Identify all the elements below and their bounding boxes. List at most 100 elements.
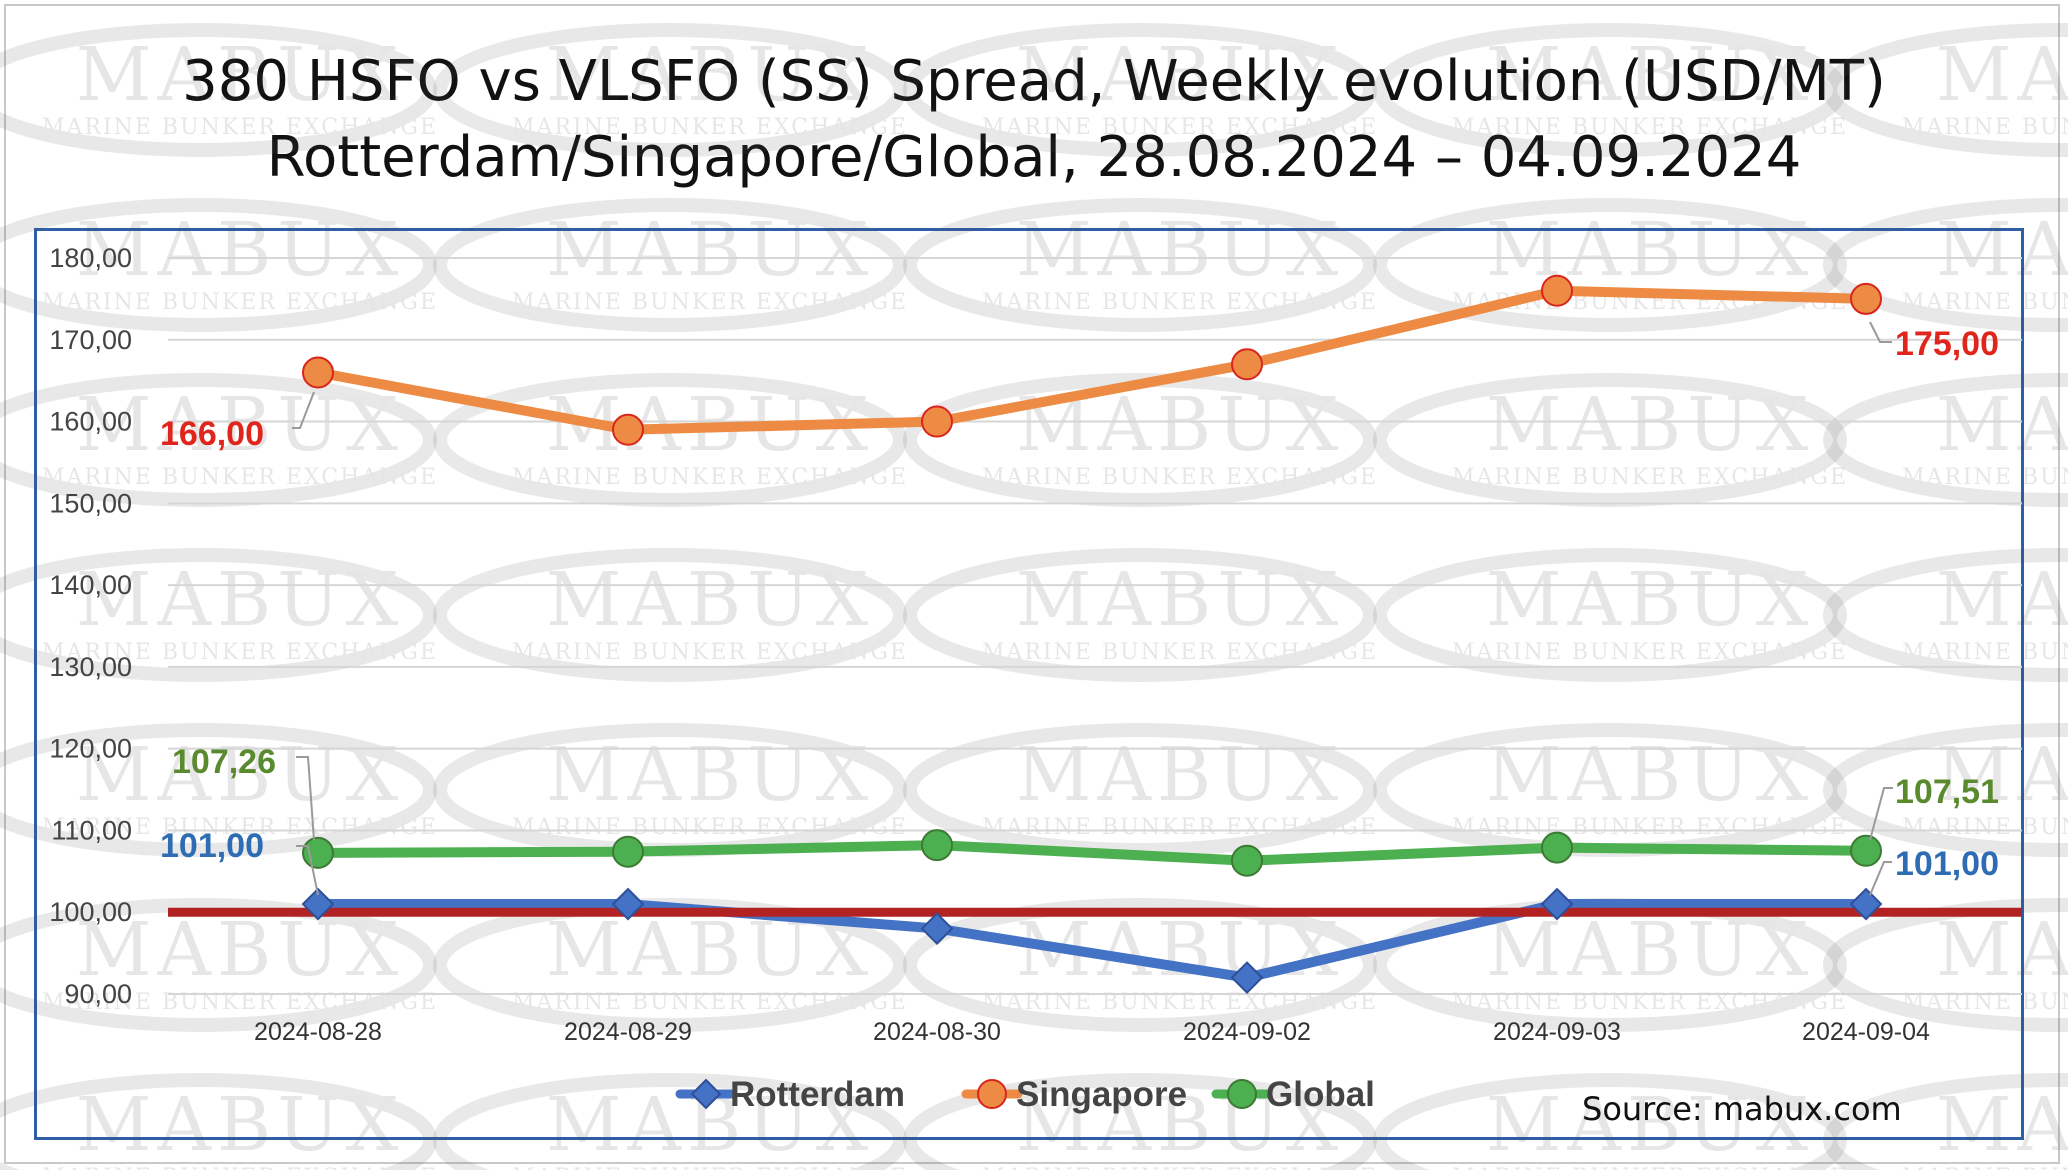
data-point-global [1231, 844, 1263, 877]
watermark-swoosh [1823, 23, 2068, 157]
watermark-swoosh [0, 548, 437, 682]
watermark-swoosh [1823, 723, 2068, 857]
watermark-swoosh [903, 198, 1377, 332]
series-line-rotterdam [313, 899, 1871, 983]
leader-line [1869, 861, 1892, 896]
leader-line [292, 391, 315, 429]
watermark-swoosh [903, 723, 1377, 857]
watermark-swoosh [433, 198, 907, 332]
watermark-text: MABUX [1936, 207, 2068, 293]
data-point-global [612, 835, 644, 868]
watermark-text: MABUX [1016, 32, 1345, 118]
watermark-text: MABUX [1936, 557, 2068, 643]
watermark-swoosh [0, 373, 437, 507]
x-tick-label: 2024-08-30 [873, 1018, 1001, 1046]
title-line-1: 380 HSFO vs VLSFO (SS) Spread, Weekly ev… [182, 49, 1886, 114]
watermark-text: MABUX [1936, 1082, 2068, 1168]
data-point-singapore [1541, 274, 1573, 307]
watermark-subtext: MARINE BUNKER EXCHANGE [1452, 115, 1848, 140]
watermark-subtext: MARINE BUNKER EXCHANGE [982, 640, 1378, 665]
x-tick-label: 2024-09-03 [1493, 1018, 1621, 1046]
watermark-subtext: MARINE BUNKER EXCHANGE [982, 115, 1378, 140]
data-label-global-last: 107,51 [1895, 773, 1999, 811]
data-label-rotterdam-last: 101,00 [1895, 845, 1999, 883]
legend-label-rotterdam: Rotterdam [730, 1075, 905, 1114]
y-tick-label: 120,00 [49, 734, 132, 764]
data-point-rotterdam [611, 887, 645, 921]
watermark-text: MABUX [76, 1082, 405, 1168]
data-point-singapore [612, 413, 644, 446]
title-line-2: Rotterdam/Singapore/Global, 28.08.2024 –… [266, 125, 1802, 190]
data-point-global [1541, 831, 1573, 864]
watermark-text: MABUX [1936, 382, 2068, 468]
y-tick-label: 180,00 [49, 243, 132, 273]
data-point-rotterdam [301, 887, 335, 921]
watermark-swoosh [433, 1073, 907, 1170]
watermark-swoosh [903, 1073, 1377, 1170]
legend-marker-global [1227, 1079, 1257, 1109]
y-tick-label: 130,00 [49, 652, 132, 682]
legend-label-singapore: Singapore [1016, 1075, 1187, 1114]
y-tick-label: 90,00 [64, 979, 132, 1009]
watermark-text: MABUX [76, 557, 405, 643]
watermark-subtext: MARINE BUNKER EXCHANGE [42, 1165, 438, 1170]
data-point-global [1850, 834, 1882, 867]
watermark-swoosh [1823, 898, 2068, 1032]
watermark-subtext: MARINE BUNKER EXCHANGE [1452, 1165, 1848, 1170]
x-tick-label: 2024-08-29 [564, 1018, 692, 1046]
watermark-text: MABUX [546, 557, 875, 643]
watermark-subtext: MARINE BUNKER EXCHANGE [1902, 465, 2068, 490]
watermark-subtext: MARINE BUNKER EXCHANGE [1902, 1165, 2068, 1170]
watermark-text: MABUX [1486, 32, 1815, 118]
data-point-singapore [302, 356, 334, 389]
series-line-singapore [313, 285, 1871, 435]
watermark-text: MABUX [76, 32, 405, 118]
watermark-text: MABUX [76, 907, 405, 993]
watermark-swoosh [903, 898, 1377, 1032]
x-tick-label: 2024-09-04 [1802, 1018, 1930, 1046]
y-tick-label: 110,00 [51, 815, 132, 845]
watermark-text: MABUX [1486, 382, 1815, 468]
watermark-swoosh [433, 23, 907, 157]
watermark-swoosh [0, 723, 437, 857]
watermark-subtext: MARINE BUNKER EXCHANGE [1452, 465, 1848, 490]
watermark-text: MABUX [1486, 907, 1815, 993]
watermark-subtext: MARINE BUNKER EXCHANGE [512, 290, 908, 315]
source-note: Source: mabux.com [1582, 1090, 1902, 1128]
watermark-swoosh [1373, 23, 1847, 157]
watermark-swoosh [433, 373, 907, 507]
y-tick-label: 170,00 [49, 325, 132, 355]
watermark-subtext: MARINE BUNKER EXCHANGE [512, 640, 908, 665]
watermark-text: MABUX [1936, 907, 2068, 993]
watermark-text: MABUX [1486, 557, 1815, 643]
watermark-subtext: MARINE BUNKER EXCHANGE [1902, 290, 2068, 315]
watermark-swoosh [433, 548, 907, 682]
watermark-text: MABUX [1936, 732, 2068, 818]
data-label-singapore-last: 175,00 [1895, 325, 1999, 363]
data-point-singapore [1850, 282, 1882, 315]
watermark-swoosh [1373, 1073, 1847, 1170]
watermark-text: MABUX [1936, 32, 2068, 118]
watermark-swoosh [1823, 1073, 2068, 1170]
data-point-singapore [921, 405, 953, 438]
watermark-subtext: MARINE BUNKER EXCHANGE [982, 815, 1378, 840]
watermark-subtext: MARINE BUNKER EXCHANGE [1902, 640, 2068, 665]
